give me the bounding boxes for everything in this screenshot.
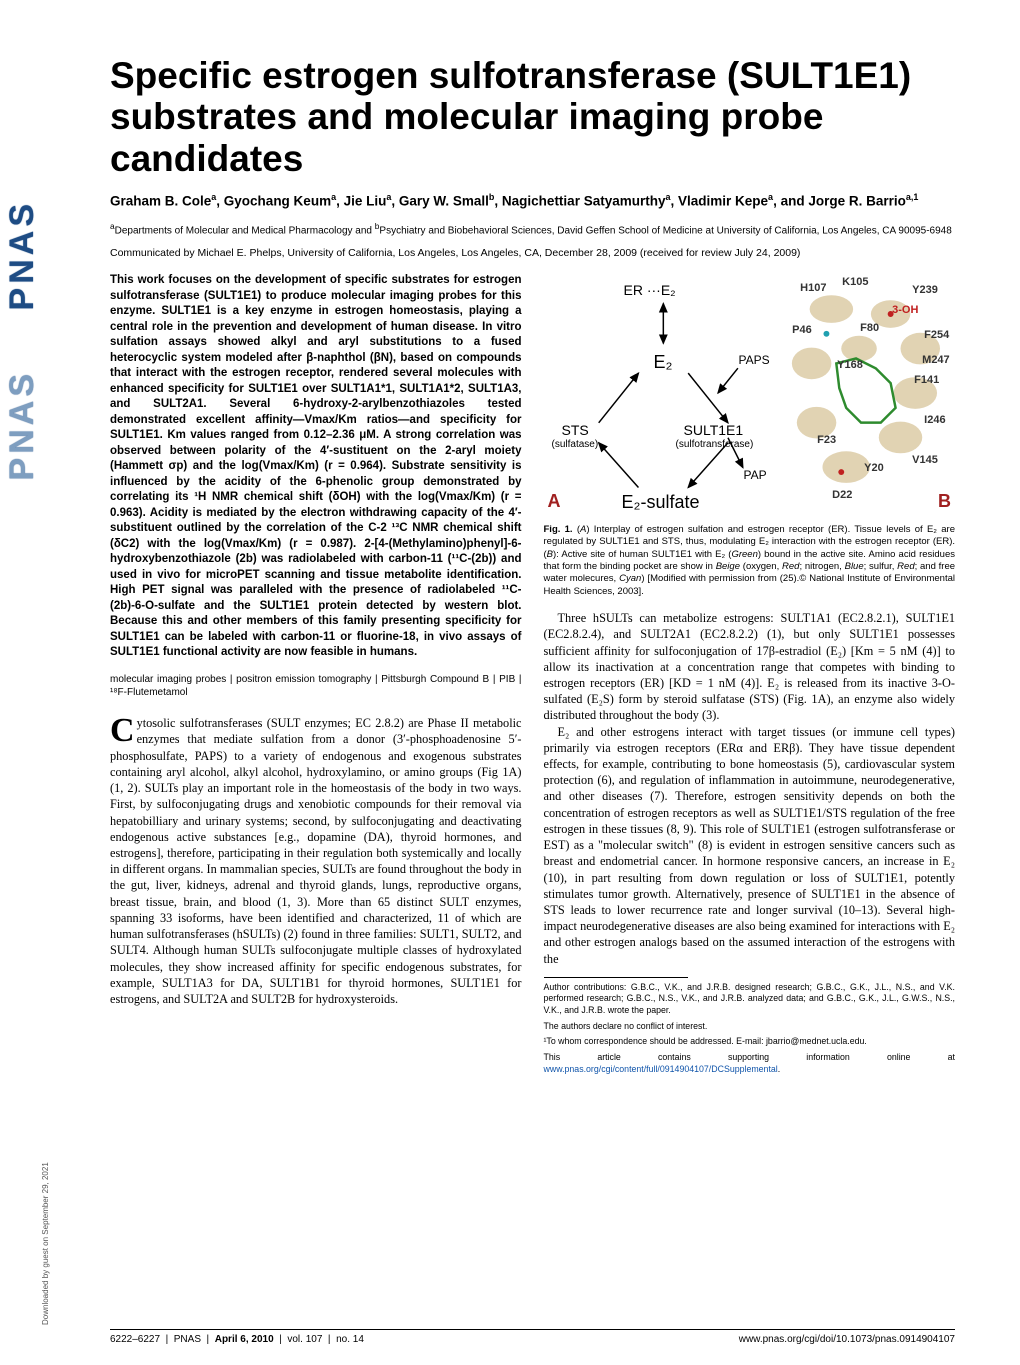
- figure-1-panel-a: ER ···E₂ E₂ STS (sulfatase) SULT1E1 (sul…: [544, 273, 783, 518]
- figure-1b-residue: F254: [924, 328, 949, 343]
- pnas-logo-vertical: PNAS: [3, 200, 42, 310]
- page-footer: 6222–6227 | PNAS | April 6, 2010 | vol. …: [110, 1329, 955, 1345]
- body-paragraph-2: Three hSULTs can metabolize estrogens: S…: [544, 610, 956, 724]
- figure-1: ER ···E₂ E₂ STS (sulfatase) SULT1E1 (sul…: [544, 273, 956, 598]
- fig1a-sult-sub: (sulfotransferase): [676, 438, 754, 451]
- pnas-logo-vertical-faded: PNAS: [3, 370, 42, 480]
- figure-1b-residue: D22: [832, 488, 852, 503]
- fig1a-paps: PAPS: [739, 353, 770, 369]
- footnote-correspondence: ¹To whom correspondence should be addres…: [544, 1036, 956, 1048]
- figure-1b-residue: F23: [817, 433, 836, 448]
- figure-1b-residue: Y239: [912, 283, 938, 298]
- figure-1-caption: Fig. 1. (A) Interplay of estrogen sulfat…: [544, 524, 956, 598]
- dropcap: C: [110, 715, 137, 746]
- fig1a-e2: E₂: [654, 351, 673, 375]
- journal-spine: PNAS PNAS: [0, 0, 45, 1365]
- download-stamp: Downloaded by guest on September 29, 202…: [41, 1162, 50, 1325]
- figure-1b-svg: [782, 273, 955, 518]
- footer-right: www.pnas.org/cgi/doi/10.1073/pnas.091490…: [739, 1334, 955, 1345]
- fig1a-pap: PAP: [744, 468, 767, 484]
- figure-1b-residue: Y168: [837, 358, 863, 373]
- communicated-line: Communicated by Michael E. Phelps, Unive…: [110, 247, 955, 261]
- figure-1a-label: A: [548, 490, 561, 514]
- figure-1b-residue: P46: [792, 323, 812, 338]
- footer-left: 6222–6227 | PNAS | April 6, 2010 | vol. …: [110, 1334, 364, 1345]
- figure-1b-residue: K105: [842, 275, 868, 290]
- fig1a-sult1e1: SULT1E1: [684, 421, 744, 439]
- fig1a-sts-sub: (sulfatase): [552, 438, 599, 451]
- figure-1-panel-b: K105 Y239 3-OH F254 M247 F141 I246 V145 Y20 D22 F2…: [782, 273, 955, 518]
- figure-1b-residue: F80: [860, 321, 879, 336]
- fig1a-er-e2: ER ···E₂: [624, 281, 676, 299]
- figure-1b-residue: I246: [924, 413, 945, 428]
- abstract: This work focuses on the development of …: [110, 273, 522, 661]
- two-column-body: This work focuses on the development of …: [110, 273, 955, 1079]
- footnotes: Author contributions: G.B.C., V.K., and …: [544, 982, 956, 1075]
- figure-1b-label: B: [938, 490, 951, 514]
- page: PNAS PNAS Downloaded by guest on Septemb…: [0, 0, 1020, 1365]
- figure-1b-residue: 3-OH: [892, 303, 918, 318]
- fig1a-e2-sulfate: E₂-sulfate: [622, 491, 700, 515]
- supplemental-link[interactable]: www.pnas.org/cgi/content/full/0914904107…: [544, 1064, 778, 1074]
- footnote-rule: [544, 977, 688, 978]
- body-paragraph-3: E₂ and other estrogens interact with tar…: [544, 724, 956, 967]
- author-list: Graham B. Colea, Gyochang Keuma, Jie Liu…: [110, 191, 955, 211]
- figure-1b-residue: Y20: [864, 461, 884, 476]
- footnote-author-contributions: Author contributions: G.B.C., V.K., and …: [544, 982, 956, 1017]
- figure-1b-residue: V145: [912, 453, 938, 468]
- body-paragraph-1: Cytosolic sulfotransferases (SULT enzyme…: [110, 715, 522, 1007]
- article-title: Specific estrogen sulfotransferase (SULT…: [110, 55, 955, 179]
- figure-1-image: ER ···E₂ E₂ STS (sulfatase) SULT1E1 (sul…: [544, 273, 956, 518]
- footnote-conflict: The authors declare no conflict of inter…: [544, 1021, 956, 1033]
- fig1a-sts: STS: [562, 421, 589, 439]
- figure-1b-residue: M247: [922, 353, 950, 368]
- figure-1b-residue: F141: [914, 373, 939, 388]
- keywords-line: molecular imaging probes | positron emis…: [110, 673, 522, 699]
- figure-1b-residue: H107: [800, 281, 826, 296]
- affiliations: aDepartments of Molecular and Medical Ph…: [110, 221, 955, 237]
- footnote-supplemental: This article contains supporting informa…: [544, 1052, 956, 1075]
